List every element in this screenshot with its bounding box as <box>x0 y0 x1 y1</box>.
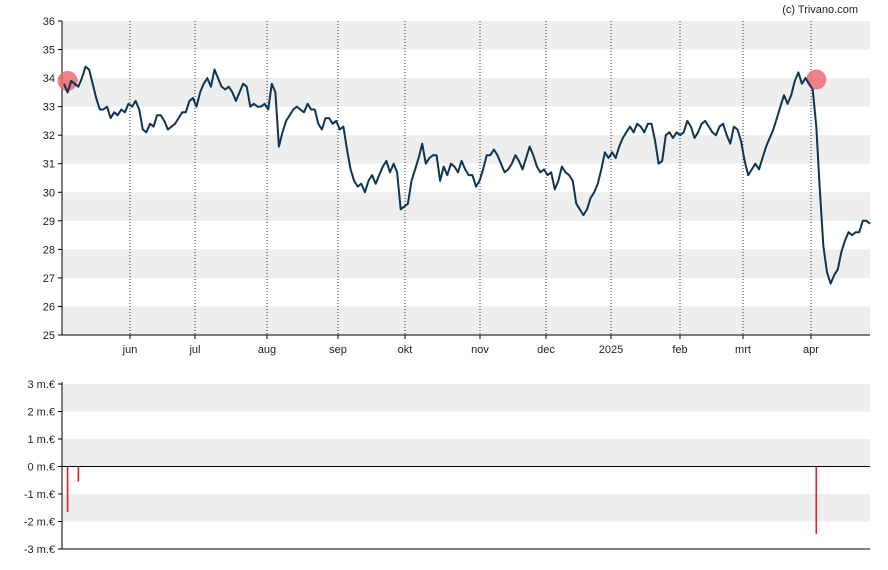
price-y-tick-label: 36 <box>43 16 55 28</box>
price-y-tick-label: 26 <box>43 301 55 313</box>
price-y-tick-label: 32 <box>43 130 55 142</box>
volume-y-tick-label: -3 m.€ <box>24 544 55 556</box>
price-series <box>63 65 871 285</box>
price-band <box>62 306 870 335</box>
month-gridlines <box>129 21 812 335</box>
price-band <box>62 249 870 278</box>
x-axis-labels: jun jul aug sep okt nov dec 2025 feb mrt apr <box>122 335 819 356</box>
x-tick-label: apr <box>803 344 819 356</box>
volume-band <box>62 439 870 467</box>
price-y-tick-label: 25 <box>43 330 55 342</box>
x-tick-label: feb <box>672 344 687 356</box>
volume-band <box>62 384 870 412</box>
event-marker <box>57 70 78 91</box>
volume-panel-bands <box>62 384 870 522</box>
volume-y-tick-label: -2 m.€ <box>24 517 55 529</box>
price-band <box>62 135 870 164</box>
price-y-tick-label: 33 <box>43 102 55 114</box>
volume-y-tick-label: 3 m.€ <box>27 379 55 391</box>
x-tick-label: 2025 <box>599 344 623 356</box>
volume-y-tick-label: 0 m.€ <box>27 462 55 474</box>
watermark-text: (c) Trivano.com <box>782 4 858 16</box>
x-tick-label: mrt <box>735 344 751 356</box>
price-y-axis-labels: 25 26 27 28 29 30 31 32 33 34 35 36 <box>43 16 62 342</box>
price-band <box>62 192 870 221</box>
price-y-tick-label: 28 <box>43 244 55 256</box>
price-line <box>63 65 871 285</box>
volume-y-tick-label: 1 m.€ <box>27 434 55 446</box>
x-tick-label: sep <box>329 344 347 356</box>
x-tick-label: aug <box>258 344 276 356</box>
price-y-tick-label: 31 <box>43 159 55 171</box>
price-y-tick-label: 27 <box>43 273 55 285</box>
volume-y-tick-label: -1 m.€ <box>24 489 55 501</box>
x-tick-label: jun <box>122 344 138 356</box>
price-band <box>62 78 870 107</box>
price-y-tick-label: 35 <box>43 45 55 57</box>
volume-bars <box>66 466 818 534</box>
volume-band <box>62 494 870 522</box>
price-band <box>62 21 870 50</box>
event-marker <box>806 69 827 90</box>
volume-y-axis-labels: 3 m.€ 2 m.€ 1 m.€ 0 m.€ -1 m.€ -2 m.€ -3 m.€ <box>24 379 62 556</box>
price-y-tick-label: 29 <box>43 216 55 228</box>
x-tick-label: dec <box>537 344 555 356</box>
price-y-tick-label: 34 <box>43 73 55 85</box>
x-tick-label: jul <box>188 344 200 356</box>
price-y-tick-label: 30 <box>43 187 55 199</box>
volume-y-tick-label: 2 m.€ <box>27 407 55 419</box>
x-tick-label: nov <box>471 344 489 356</box>
event-markers <box>57 69 827 91</box>
price-panel-bands <box>62 21 870 335</box>
x-tick-label: okt <box>398 344 413 356</box>
